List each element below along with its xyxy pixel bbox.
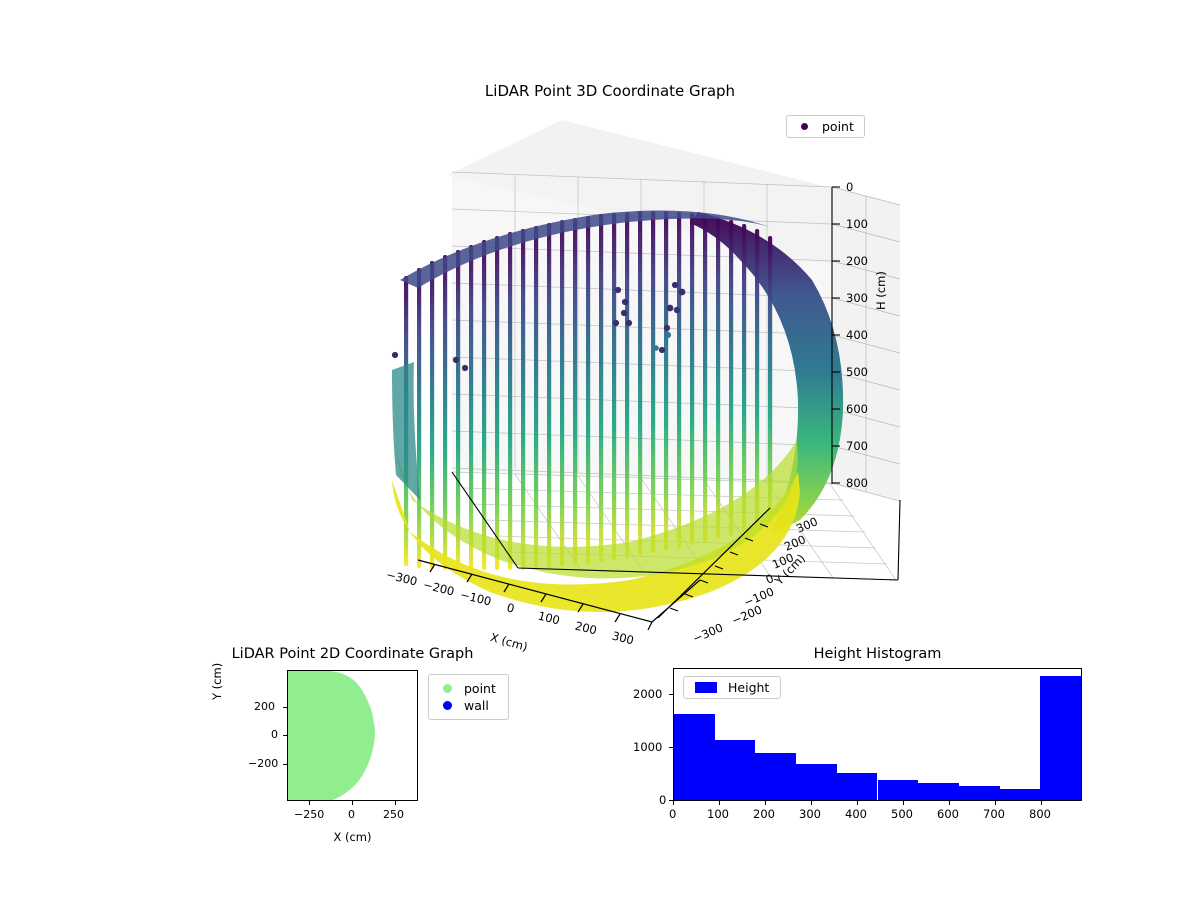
plot2d-ytick-mark-200 bbox=[283, 707, 287, 709]
h-tick-300: 300 bbox=[846, 291, 868, 305]
plot2d-xlabel: X (cm) bbox=[333, 830, 372, 844]
h-tick-800: 800 bbox=[846, 476, 868, 490]
h-tick-400: 400 bbox=[846, 328, 868, 342]
plot3d-canvas bbox=[391, 120, 901, 612]
hist-xtick-500: 500 bbox=[891, 807, 913, 821]
histogram-bar bbox=[877, 780, 919, 800]
histogram-legend[interactable]: Height bbox=[683, 676, 782, 699]
histogram-bar bbox=[674, 714, 715, 800]
plot2d-ytick-0: 0 bbox=[271, 728, 278, 741]
plot3d-x-axis bbox=[417, 507, 771, 631]
hist-xtick-200: 200 bbox=[753, 807, 775, 821]
legend-height-swatch-icon bbox=[695, 682, 717, 693]
hist-xtick-700: 700 bbox=[983, 807, 1005, 821]
h-tick-700: 700 bbox=[846, 439, 868, 453]
histogram-bar bbox=[1040, 676, 1081, 800]
plot2d-xtick-mark-0 bbox=[352, 801, 354, 805]
histogram-title: Height Histogram bbox=[813, 646, 942, 662]
hist-xtick-mark-600 bbox=[949, 801, 951, 805]
histogram-bar bbox=[836, 773, 878, 800]
legend-height-label: Height bbox=[728, 680, 770, 695]
hist-xtick-mark-100 bbox=[719, 801, 721, 805]
hist-xtick-100: 100 bbox=[707, 807, 729, 821]
plot2d-axes[interactable] bbox=[287, 670, 418, 801]
legend-point-label: point bbox=[464, 681, 496, 696]
hist-ytick-mark-0 bbox=[669, 800, 673, 802]
hist-xtick-0: 0 bbox=[669, 807, 677, 821]
hist-ytick-0: 0 bbox=[659, 793, 667, 807]
histogram-bar bbox=[999, 788, 1041, 800]
plot2d-xtick--250: −250 bbox=[294, 808, 325, 821]
hist-xtick-mark-200 bbox=[765, 801, 767, 805]
legend-point-label: point bbox=[822, 119, 854, 134]
hist-xtick-mark-500 bbox=[903, 801, 905, 805]
hist-xtick-mark-700 bbox=[995, 801, 997, 805]
legend-wall-label: wall bbox=[464, 698, 489, 713]
hist-ytick-mark-2000 bbox=[669, 694, 673, 696]
plot2d-xtick-0: 0 bbox=[348, 808, 355, 821]
h-tick-500: 500 bbox=[846, 365, 868, 379]
histogram-bar bbox=[755, 753, 797, 800]
plot2d-title: LiDAR Point 2D Coordinate Graph bbox=[231, 646, 474, 662]
legend-item-point[interactable]: point bbox=[437, 680, 496, 697]
hist-xtick-600: 600 bbox=[937, 807, 959, 821]
plot2d-xtick-mark--250 bbox=[309, 801, 311, 805]
h-tick-600: 600 bbox=[846, 402, 868, 416]
histogram-bar bbox=[796, 764, 837, 800]
plot2d-legend[interactable]: point wall bbox=[428, 674, 509, 720]
histogram-bar bbox=[714, 740, 756, 800]
h-tick-0: 0 bbox=[846, 180, 854, 194]
hist-ytick-2000: 2000 bbox=[633, 687, 663, 701]
legend-wall-marker-icon bbox=[443, 701, 452, 710]
plot2d-xtick-mark-250 bbox=[395, 801, 397, 805]
plot3d-legend[interactable]: point bbox=[786, 115, 865, 138]
hist-xtick-400: 400 bbox=[845, 807, 867, 821]
hist-xtick-300: 300 bbox=[799, 807, 821, 821]
plot2d-ytick--200: −200 bbox=[248, 757, 279, 770]
plot2d-ytick-200: 200 bbox=[254, 700, 275, 713]
hist-xtick-mark-300 bbox=[811, 801, 813, 805]
pane-right bbox=[831, 186, 901, 502]
plot2d-ytick-mark-0 bbox=[283, 735, 287, 737]
legend-point-marker-icon bbox=[443, 684, 452, 693]
h-tick-200: 200 bbox=[846, 254, 868, 268]
h-axis-label: H (cm) bbox=[874, 271, 888, 310]
h-tick-100: 100 bbox=[846, 217, 868, 231]
hist-xtick-mark-400 bbox=[857, 801, 859, 805]
plot3d-title: LiDAR Point 3D Coordinate Graph bbox=[484, 82, 736, 100]
plot3d-tickmarks bbox=[832, 186, 840, 484]
plot2d-xtick-250: 250 bbox=[383, 808, 404, 821]
hist-xtick-mark-0 bbox=[673, 801, 675, 805]
legend-item-wall[interactable]: wall bbox=[437, 697, 496, 714]
legend-point-marker-icon bbox=[801, 123, 808, 130]
hist-ytick-1000: 1000 bbox=[633, 740, 663, 754]
hist-xtick-800: 800 bbox=[1029, 807, 1051, 821]
plot3d-axes: 0 100 200 300 400 500 600 700 800 H (cm)… bbox=[300, 80, 920, 660]
plot2d-ytick-mark--200 bbox=[283, 764, 287, 766]
point-cloud-3d bbox=[391, 210, 844, 612]
plot2d-ylabel: Y (cm) bbox=[210, 662, 224, 700]
histogram-bar bbox=[918, 783, 959, 800]
histogram-bar bbox=[958, 786, 1000, 800]
hist-xtick-mark-800 bbox=[1041, 801, 1043, 805]
hist-ytick-mark-1000 bbox=[669, 747, 673, 749]
plot2d-point-cloud bbox=[288, 671, 375, 800]
